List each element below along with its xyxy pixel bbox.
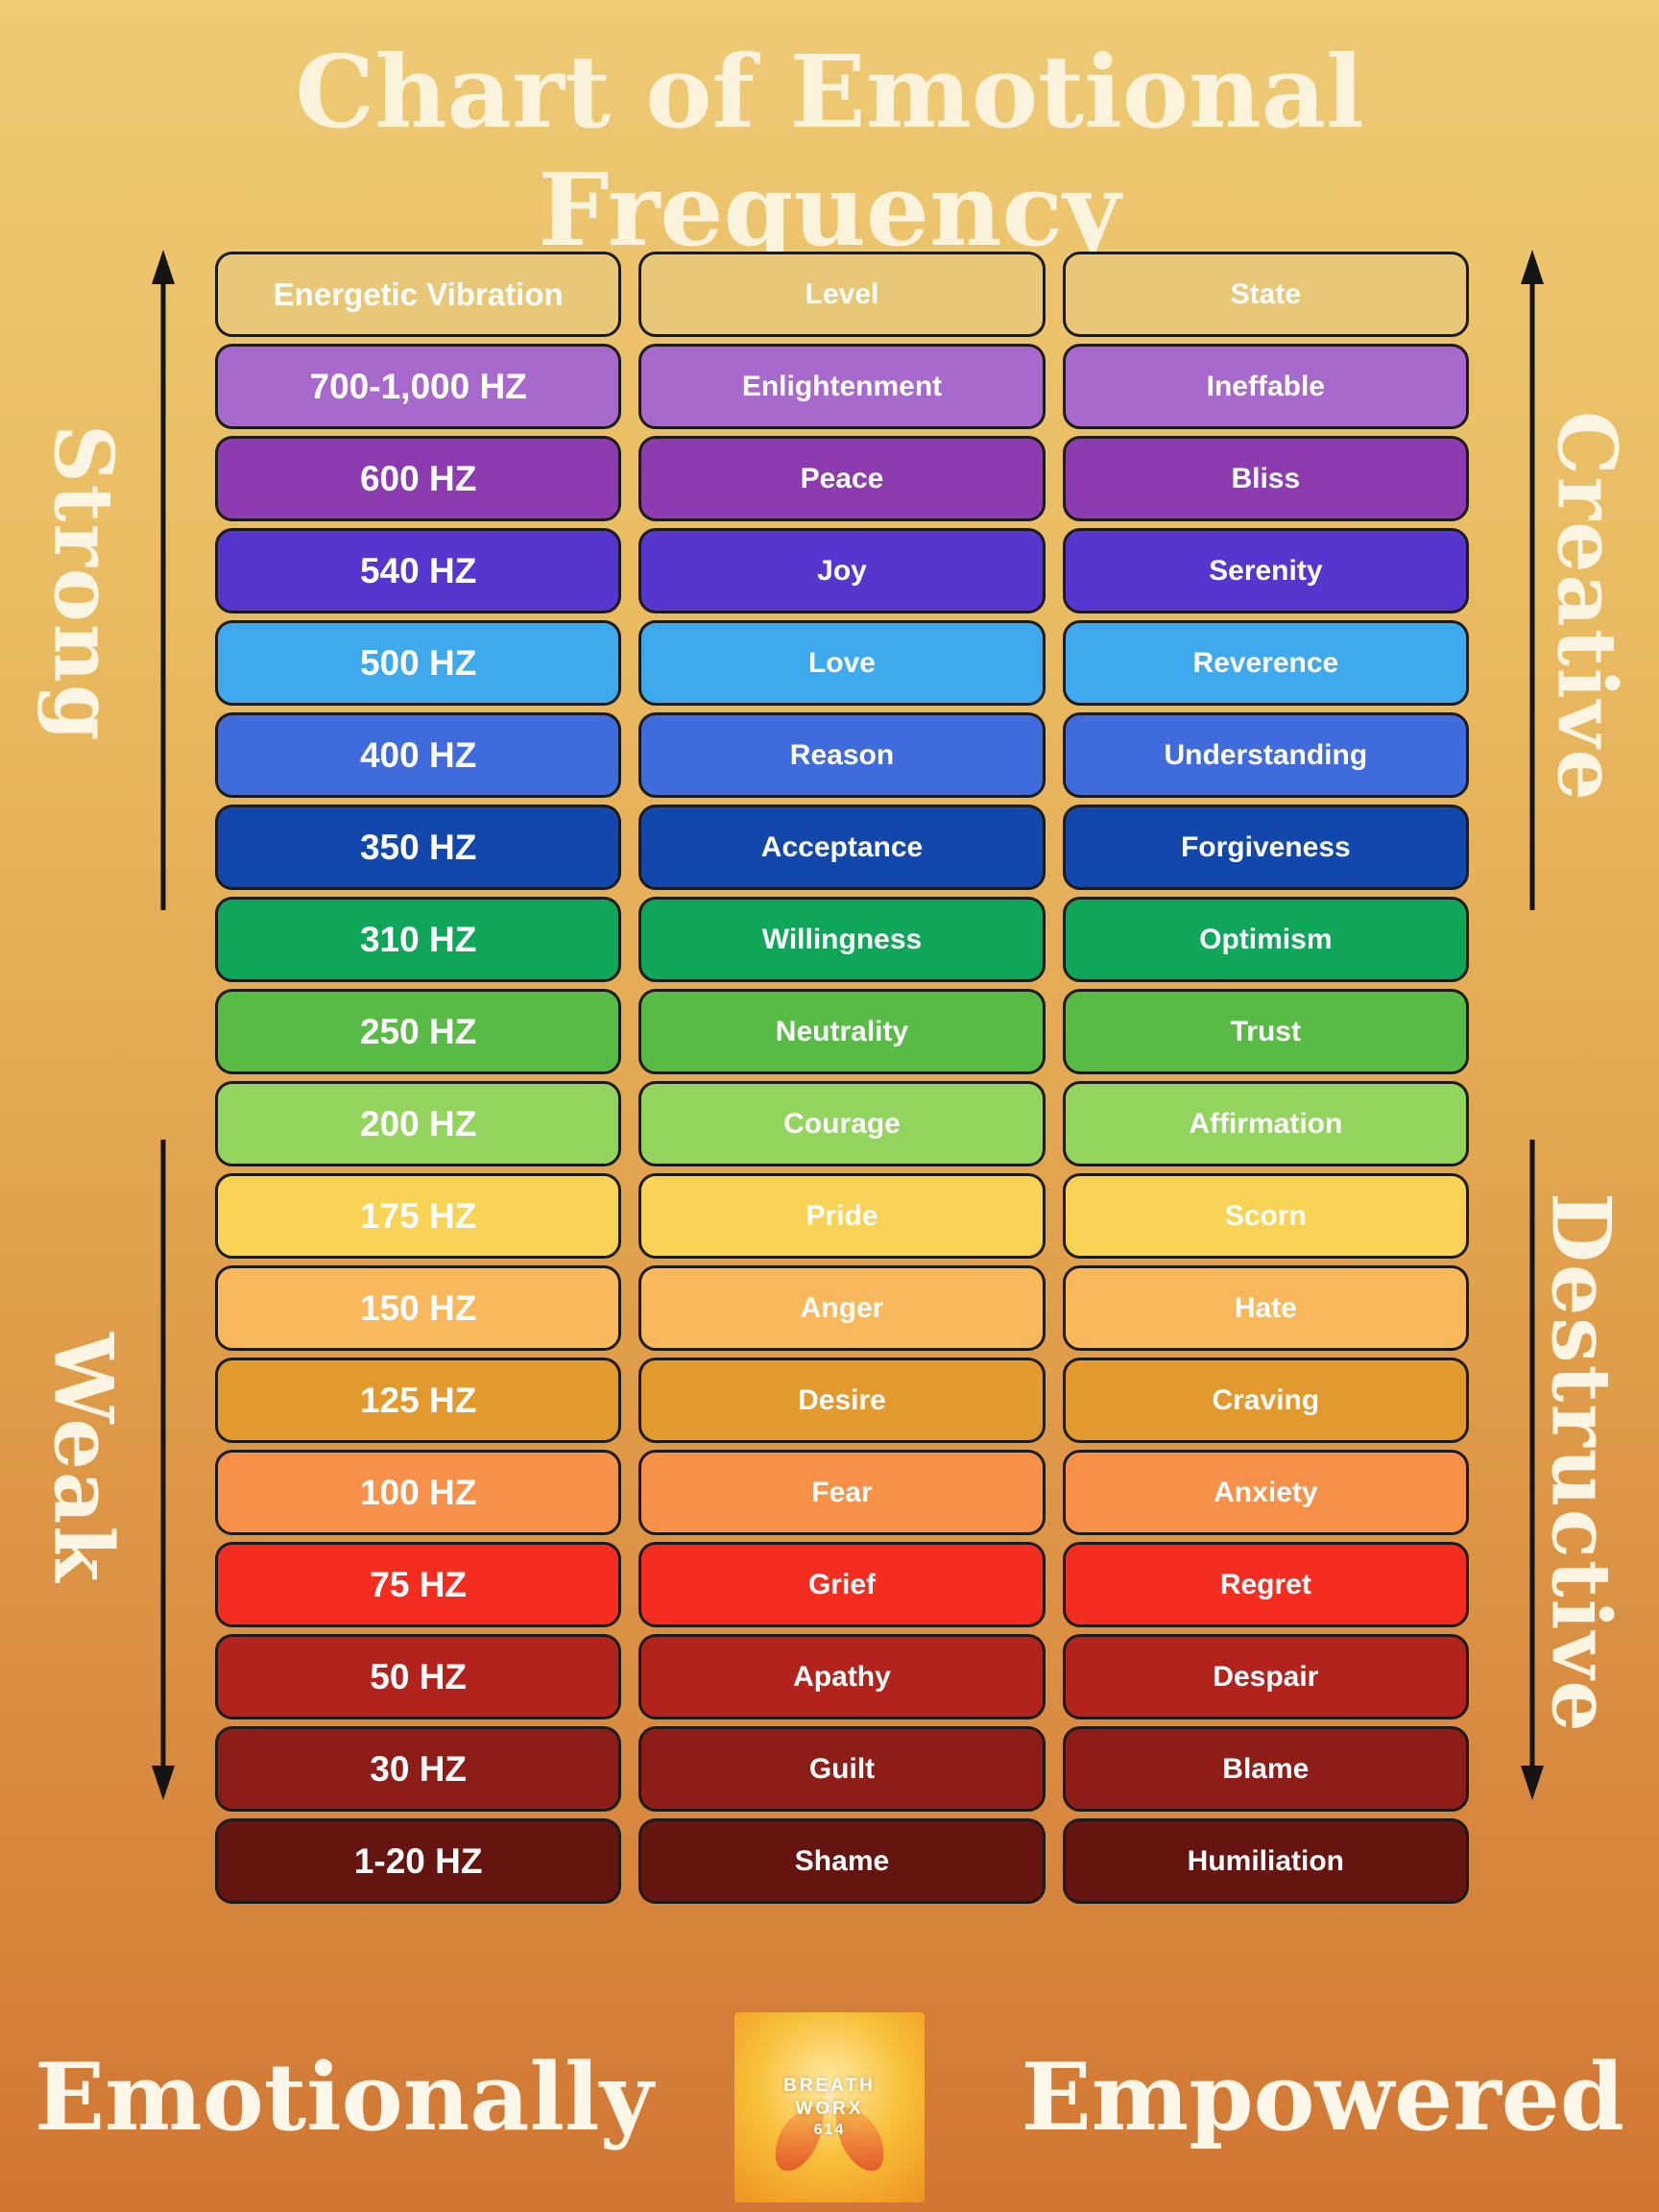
level-cell: Neutrality <box>638 989 1046 1074</box>
state-cell: Understanding <box>1062 712 1469 798</box>
level-cell: Acceptance <box>638 805 1046 890</box>
down-arrow-right-icon <box>1521 1140 1544 1800</box>
level-cell: Peace <box>638 436 1046 521</box>
level-cell: Willingness <box>638 897 1046 982</box>
vibration-cell: 350 HZ <box>215 805 622 890</box>
state-cell: Hate <box>1062 1265 1469 1351</box>
logo-text: BREATH <box>783 2076 876 2097</box>
column-header-level: Level <box>638 252 1046 337</box>
vibration-cell: 125 HZ <box>215 1358 622 1443</box>
level-cell: Desire <box>638 1358 1046 1443</box>
level-cell: Grief <box>638 1542 1046 1627</box>
up-arrow-left-icon <box>152 250 175 910</box>
state-cell: Serenity <box>1062 528 1469 613</box>
lungs-icon <box>775 2081 884 2172</box>
column-header-vibration: Energetic Vibration <box>215 252 622 337</box>
level-cell: Enlightenment <box>638 344 1046 429</box>
level-cell: Joy <box>638 528 1046 613</box>
state-cell: Humiliation <box>1062 1818 1469 1904</box>
brand-logo: BREATH WORX 614 <box>734 2012 925 2202</box>
side-label-destructive: Destructive <box>1533 1192 1629 1734</box>
vibration-cell: 175 HZ <box>215 1173 622 1259</box>
level-cell: Love <box>638 620 1046 706</box>
state-cell: Reverence <box>1062 620 1469 706</box>
vibration-cell: 30 HZ <box>215 1726 622 1812</box>
state-cell: Bliss <box>1062 436 1469 521</box>
logo-text: 614 <box>813 2121 846 2138</box>
level-cell: Shame <box>638 1818 1046 1904</box>
vibration-cell: 700-1,000 HZ <box>215 344 622 429</box>
vibration-cell: 310 HZ <box>215 897 622 982</box>
footer-text-right: Empowered <box>1021 2043 1624 2152</box>
level-cell: Apathy <box>638 1634 1046 1719</box>
frequency-table: Energetic Vibration Level State 700-1,00… <box>215 252 1469 1904</box>
side-label-weak: Weak <box>36 1333 132 1584</box>
level-cell: Pride <box>638 1173 1046 1259</box>
vibration-cell: 500 HZ <box>215 620 622 706</box>
state-cell: Affirmation <box>1062 1081 1469 1166</box>
column-header-state: State <box>1062 252 1469 337</box>
state-cell: Trust <box>1062 989 1469 1074</box>
vibration-cell: 540 HZ <box>215 528 622 613</box>
state-cell: Ineffable <box>1062 344 1469 429</box>
state-cell: Despair <box>1062 1634 1469 1719</box>
level-cell: Fear <box>638 1450 1046 1535</box>
state-cell: Forgiveness <box>1062 805 1469 890</box>
up-arrow-right-icon <box>1521 250 1544 910</box>
vibration-cell: 50 HZ <box>215 1634 622 1719</box>
state-cell: Scorn <box>1062 1173 1469 1259</box>
state-cell: Regret <box>1062 1542 1469 1627</box>
vibration-cell: 600 HZ <box>215 436 622 521</box>
vibration-cell: 100 HZ <box>215 1450 622 1535</box>
down-arrow-left-icon <box>152 1140 175 1800</box>
logo-text: WORX <box>795 2099 864 2119</box>
state-cell: Anxiety <box>1062 1450 1469 1535</box>
vibration-cell: 1-20 HZ <box>215 1818 622 1904</box>
page-title: Chart of Emotional Frequency <box>295 33 1364 269</box>
state-cell: Craving <box>1062 1358 1469 1443</box>
state-cell: Optimism <box>1062 897 1469 982</box>
vibration-cell: 400 HZ <box>215 712 622 798</box>
footer-text-left: Emotionally <box>35 2043 654 2152</box>
vibration-cell: 150 HZ <box>215 1265 622 1351</box>
level-cell: Reason <box>638 712 1046 798</box>
vibration-cell: 250 HZ <box>215 989 622 1074</box>
side-label-creative: Creative <box>1539 411 1635 803</box>
state-cell: Blame <box>1062 1726 1469 1812</box>
side-label-strong: Strong <box>36 424 132 743</box>
vibration-cell: 200 HZ <box>215 1081 622 1166</box>
vibration-cell: 75 HZ <box>215 1542 622 1627</box>
level-cell: Guilt <box>638 1726 1046 1812</box>
level-cell: Anger <box>638 1265 1046 1351</box>
level-cell: Courage <box>638 1081 1046 1166</box>
